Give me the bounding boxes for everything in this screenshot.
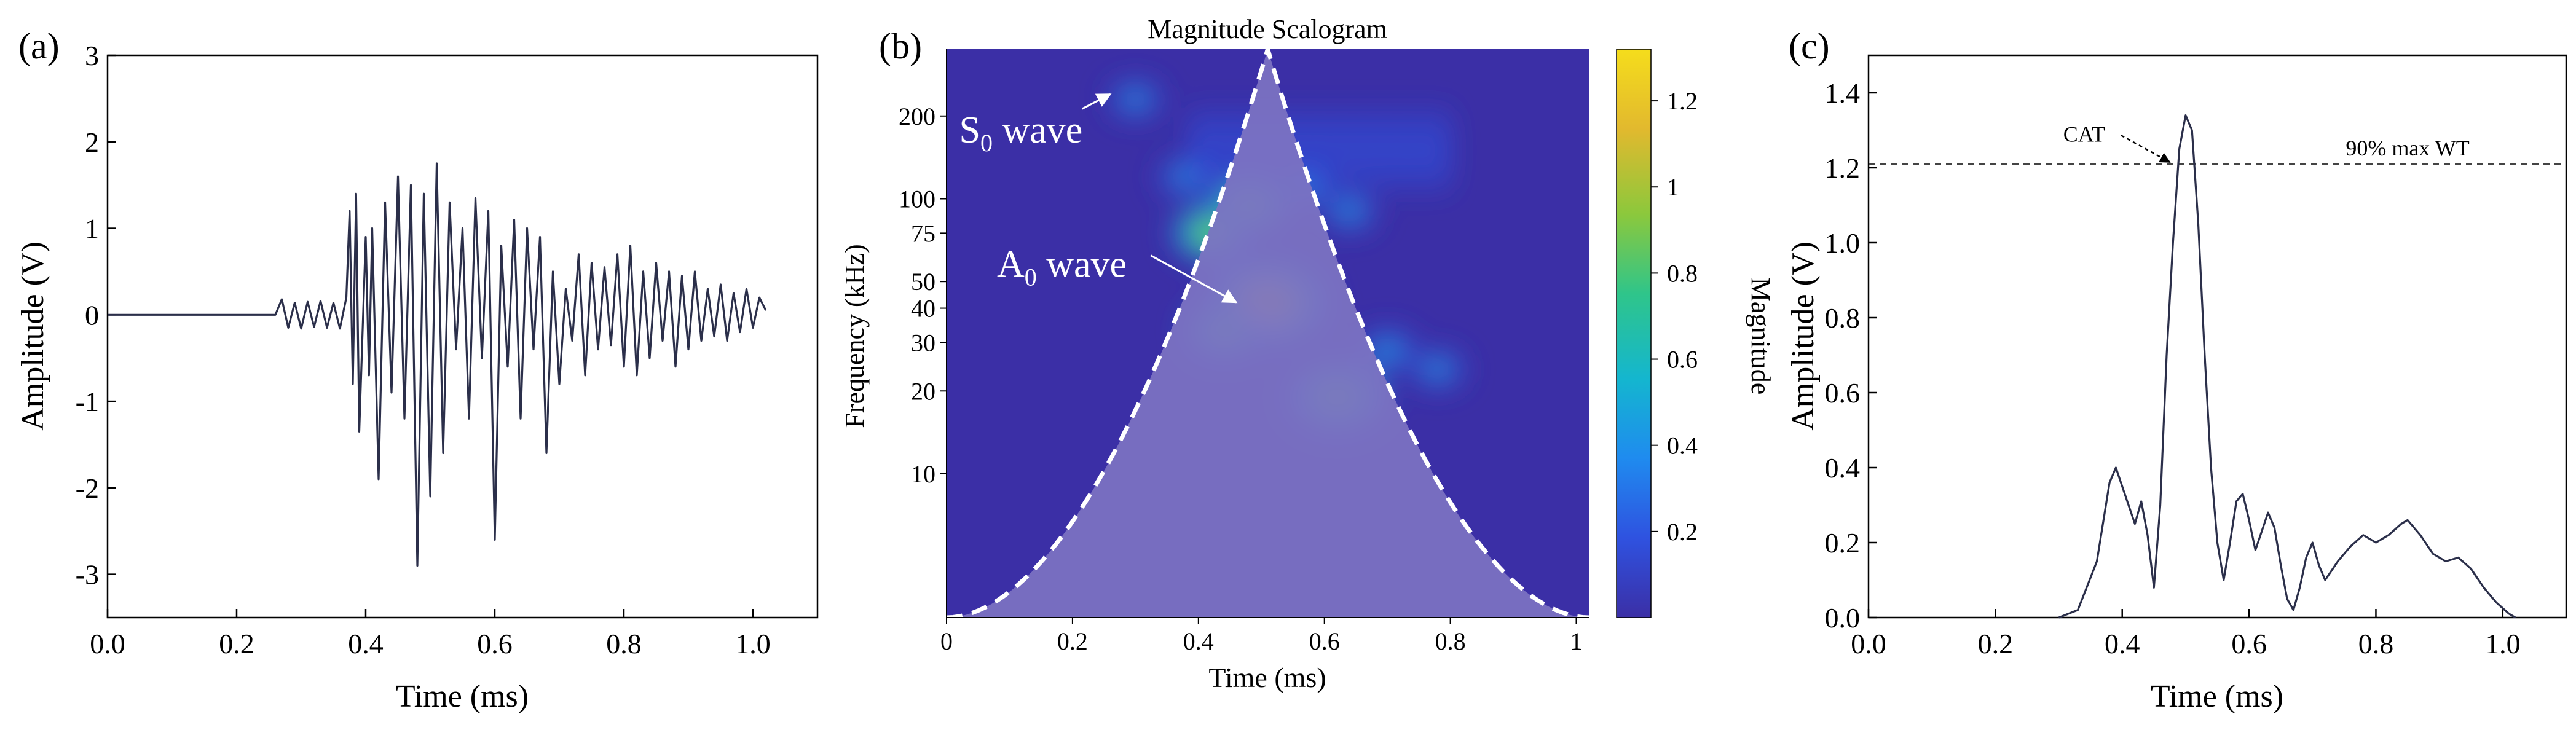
- scalogram-streak: [1366, 107, 1384, 194]
- y-tick-label: -1: [76, 386, 99, 417]
- x-tick-label: 0.4: [2105, 628, 2140, 659]
- x-tick-label: 0: [940, 627, 953, 655]
- x-tick-label: 0.8: [606, 628, 642, 659]
- y-tick-label: 3: [85, 40, 99, 71]
- y-tick-label: 2: [85, 127, 99, 158]
- wave-letter: A: [997, 244, 1025, 286]
- x-tick-label: 0.2: [1978, 628, 2014, 659]
- scalogram-streak: [1211, 107, 1229, 194]
- y-tick-label: 0.8: [1825, 302, 1861, 334]
- y-tick-label: 0.0: [1825, 602, 1861, 634]
- wave-subscript: 0: [980, 129, 993, 157]
- scalogram-streak: [1189, 107, 1207, 194]
- y-tick-label: 0: [85, 299, 99, 331]
- y-tick-label: 0.4: [1825, 452, 1861, 484]
- panel-b-ylabel: Frequency (kHz): [840, 244, 870, 428]
- y-tick-label: 0.6: [1825, 377, 1861, 409]
- y-tick-label: 1: [85, 213, 99, 245]
- y-tick-label: 10: [911, 460, 935, 488]
- scalogram-blob: [1403, 343, 1472, 395]
- panel-a-signal-line: [108, 162, 767, 567]
- y-tick-label: 0.2: [1825, 527, 1861, 559]
- y-tick-label: 75: [911, 219, 935, 247]
- panel-c-wt-line: [2058, 114, 2516, 619]
- wave-arrow: [1150, 254, 1238, 304]
- scalogram-streak: [1388, 107, 1406, 194]
- colorbar-tick-label: 1.2: [1667, 87, 1698, 115]
- scalogram-streak: [1410, 107, 1428, 194]
- panel-c-xlabel: Time (ms): [2151, 679, 2283, 714]
- wave-letter: S: [959, 109, 980, 151]
- panel-b-xlabel: Time (ms): [1208, 662, 1326, 693]
- y-tick-label: 1.4: [1825, 77, 1861, 109]
- x-tick-label: 0.8: [1435, 627, 1466, 655]
- x-tick-label: 0.4: [1183, 627, 1214, 655]
- panel-b: (b) Magnitude Scalogram 0 0.2 0.4 0.6 0.8 1 20…: [840, 14, 1776, 693]
- y-tick-label: -3: [76, 559, 99, 591]
- scalogram-blob: [1102, 74, 1169, 124]
- panel-a-frame: [106, 54, 819, 619]
- x-tick-label: 0.6: [477, 628, 513, 659]
- panel-b-label: (b): [879, 26, 922, 66]
- y-tick-label: -2: [76, 473, 99, 504]
- x-tick-label: 0.2: [219, 628, 254, 659]
- wave-suffix: wave: [1037, 244, 1127, 286]
- panel-a: (a) 0.0 0.2 0.4 0.6 0.8 1.0 3 2 1 0 -1 -2 -3 Time (m…: [15, 26, 819, 714]
- wave-annotation: A0 wave: [997, 244, 1127, 291]
- scalogram-blob: [1315, 185, 1385, 237]
- scalogram-streak: [1344, 107, 1361, 194]
- colorbar-tick-label: 0.8: [1667, 259, 1698, 287]
- cone-of-influence-region: [947, 49, 1589, 618]
- x-tick-label: 0.6: [1309, 627, 1340, 655]
- x-tick-label: 0.6: [2231, 628, 2267, 659]
- y-tick-label: 1.2: [1825, 152, 1861, 184]
- wave-suffix: wave: [993, 109, 1082, 151]
- y-tick-label: 40: [911, 295, 935, 323]
- colorbar-tick-label: 1: [1667, 173, 1679, 201]
- threshold-label: 90% max WT: [2346, 136, 2469, 160]
- x-tick-label: 0.8: [2358, 628, 2394, 659]
- panel-b-title: Magnitude Scalogram: [1148, 14, 1387, 44]
- panel-c: (c) 0.0 0.2 0.4 0.6 0.8 1.0 1.4 1.2 1.0 0.8 0.6 0.4…: [1786, 26, 2567, 714]
- y-tick-label: 100: [899, 185, 935, 213]
- colorbar: [1616, 49, 1652, 618]
- wave-arrow: [1081, 93, 1112, 110]
- colorbar-tick-label: 0.4: [1667, 432, 1698, 460]
- y-tick-label: 30: [911, 329, 935, 356]
- colorbar-label: Magnitude: [1746, 278, 1776, 395]
- scalogram-streak: [1432, 107, 1450, 194]
- panel-c-frame: [1867, 54, 2567, 619]
- y-tick-label: 20: [911, 377, 935, 405]
- wave-annotation: S0 wave: [959, 109, 1082, 157]
- scalogram-blob: [1151, 151, 1221, 203]
- cat-label: CAT: [2063, 122, 2105, 146]
- y-tick-label: 1.0: [1825, 227, 1861, 259]
- scalogram-streak: [1321, 107, 1339, 194]
- y-tick-label: 50: [911, 268, 935, 296]
- x-tick-label: 0.0: [90, 628, 125, 659]
- x-tick-label: 0.0: [1851, 628, 1886, 659]
- x-tick-label: 1.0: [735, 628, 771, 659]
- panel-a-ylabel: Amplitude (V): [15, 241, 50, 431]
- x-tick-label: 0.2: [1057, 627, 1088, 655]
- colorbar-tick-label: 0.6: [1667, 346, 1698, 374]
- y-tick-label: 200: [899, 103, 935, 130]
- x-tick-label: 1: [1570, 627, 1583, 655]
- panel-a-xlabel: Time (ms): [396, 679, 529, 714]
- cat-arrow: [2121, 135, 2171, 163]
- panel-c-ylabel: Amplitude (V): [1786, 241, 1821, 431]
- colorbar-tick-label: 0.2: [1667, 518, 1698, 546]
- panel-a-label: (a): [18, 26, 60, 66]
- cone-of-influence-boundary: [947, 49, 1589, 618]
- wave-subscript: 0: [1025, 264, 1037, 291]
- x-tick-label: 0.4: [348, 628, 384, 659]
- x-tick-label: 1.0: [2485, 628, 2521, 659]
- panel-c-label: (c): [1789, 26, 1830, 66]
